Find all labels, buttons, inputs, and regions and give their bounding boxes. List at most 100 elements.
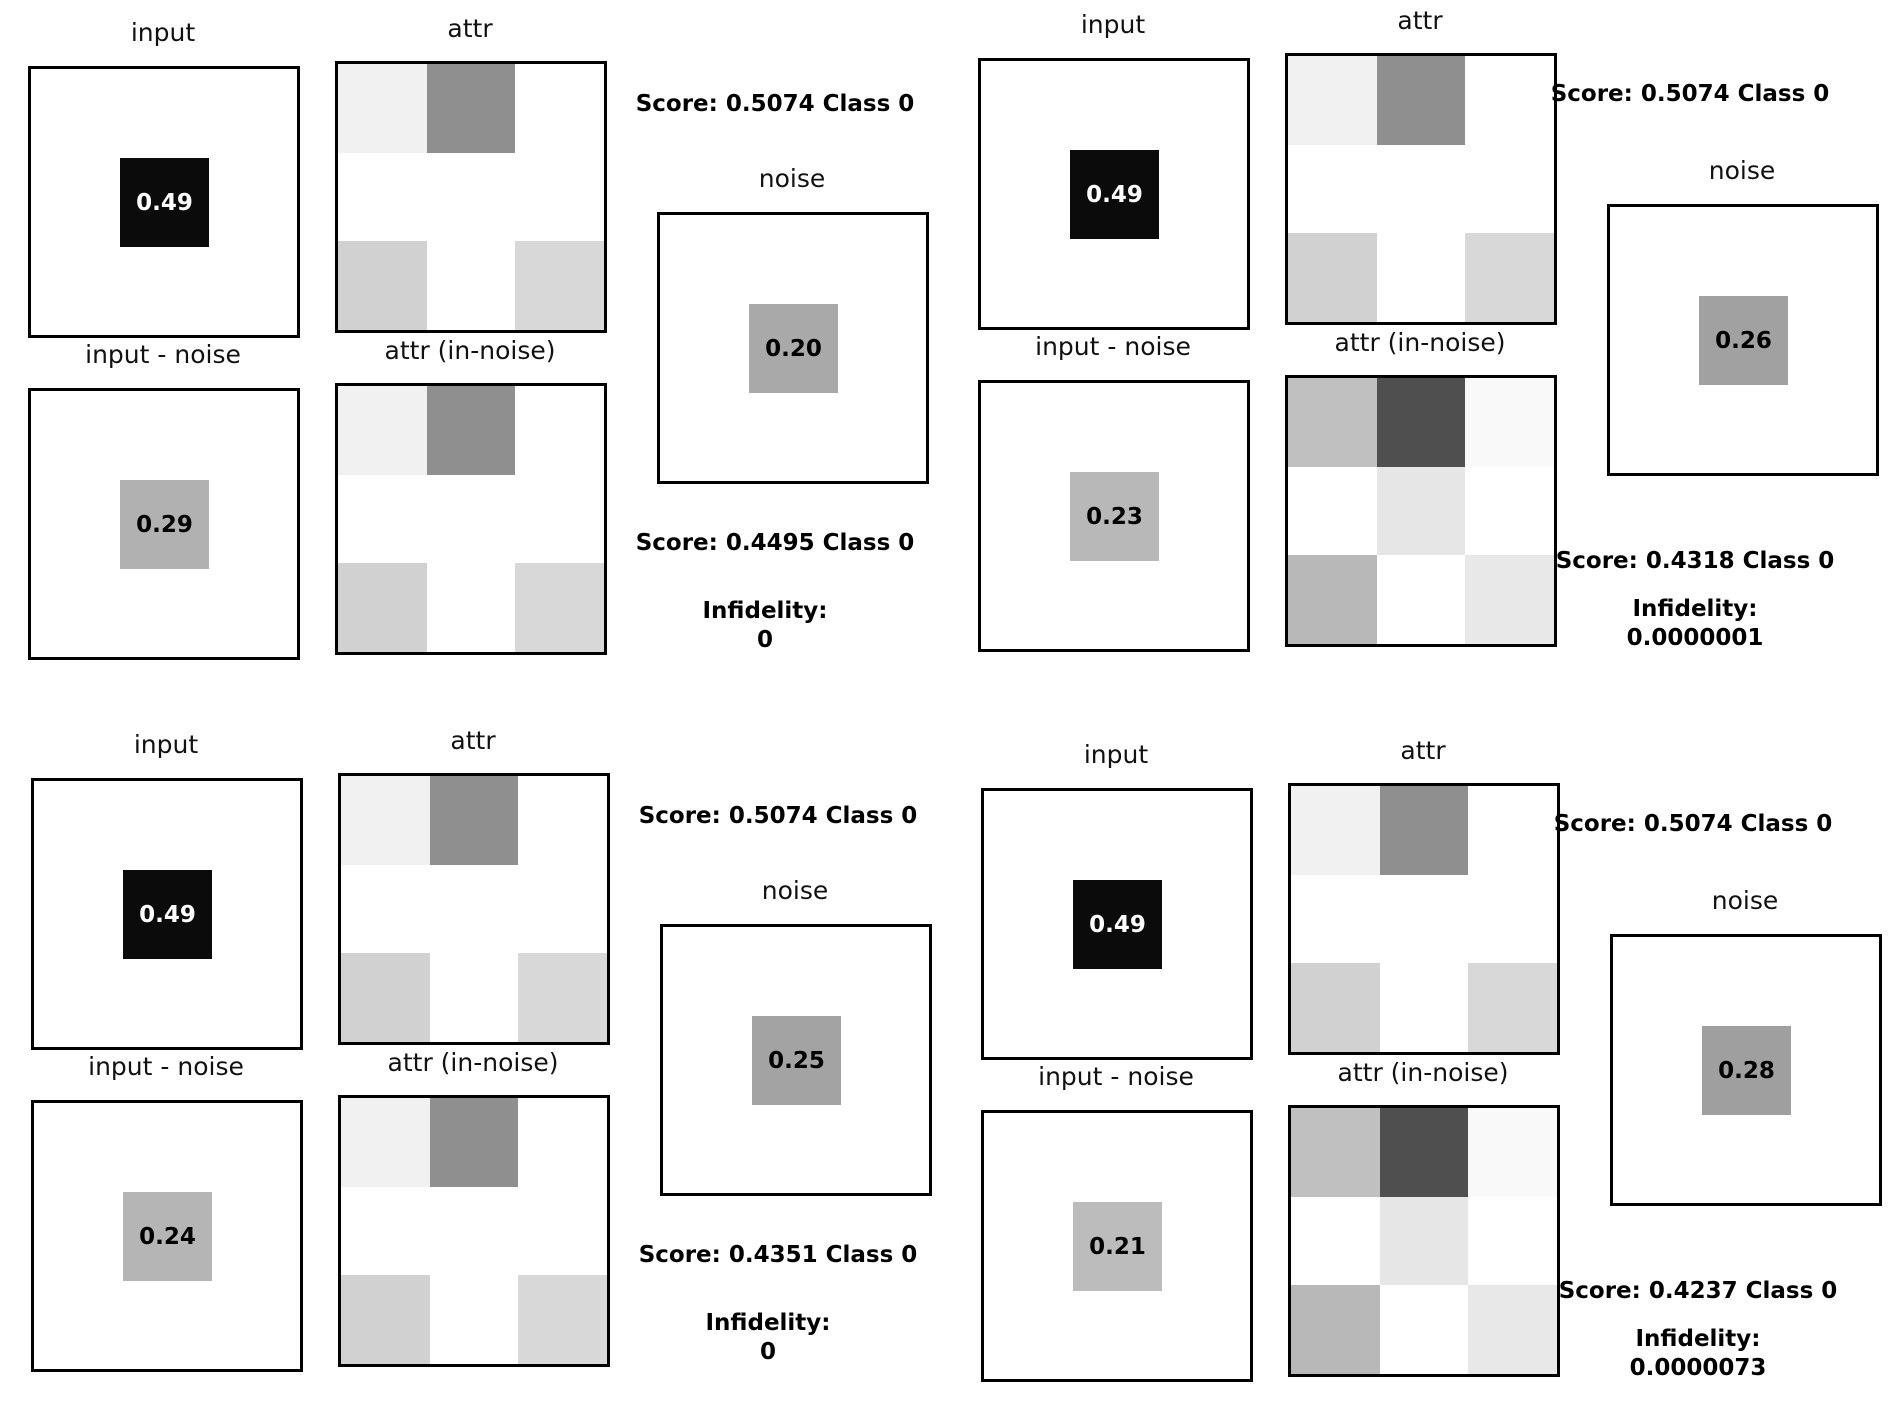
attr-in-noise-cell-6 bbox=[1288, 555, 1377, 644]
input-minus-noise-label: input - noise bbox=[85, 340, 241, 369]
input-label: input bbox=[1083, 740, 1149, 769]
attr-cell-3 bbox=[1291, 874, 1380, 964]
attr-cell-7 bbox=[1376, 233, 1466, 322]
input-minus-noise-image: 0.24 bbox=[31, 1100, 303, 1372]
attr-in-noise-cell-3 bbox=[338, 474, 427, 564]
attr-label: attr bbox=[1397, 6, 1443, 35]
attr-in-noise-heatmap bbox=[338, 1095, 610, 1367]
input-image: 0.49 bbox=[31, 778, 303, 1050]
input-minus-noise-label: input - noise bbox=[88, 1052, 244, 1081]
input-image: 0.49 bbox=[978, 58, 1250, 330]
infidelity-value: 0.0000001 bbox=[1626, 625, 1764, 651]
diff-pixel: 0.24 bbox=[123, 1192, 212, 1281]
attr-in-noise-cell-1 bbox=[429, 1098, 519, 1187]
attr-heatmap bbox=[1285, 53, 1557, 325]
attr-cell-4 bbox=[426, 152, 516, 242]
noise-pixel: 0.25 bbox=[752, 1016, 841, 1105]
attr-cell-5 bbox=[1468, 874, 1557, 964]
input-pixel: 0.49 bbox=[120, 158, 209, 247]
attr-in-noise-cell-1 bbox=[1376, 378, 1466, 467]
attr-in-noise-cell-2 bbox=[1468, 1108, 1557, 1197]
infidelity-panel-2: input 0.49 attr input - noise 0.23 attr … bbox=[950, 0, 1900, 692]
attr-in-noise-cell-1 bbox=[1379, 1108, 1469, 1197]
attr-in-noise-cell-0 bbox=[1288, 378, 1377, 467]
diff-pixel: 0.29 bbox=[120, 480, 209, 569]
attr-cell-7 bbox=[426, 241, 516, 330]
attr-in-noise-cell-6 bbox=[1291, 1285, 1380, 1374]
noise-label: noise bbox=[758, 164, 826, 193]
attr-in-noise-cell-7 bbox=[1379, 1285, 1469, 1374]
noise-label: noise bbox=[761, 876, 829, 905]
noise-image: 0.28 bbox=[1610, 934, 1882, 1206]
input-minus-noise-label: input - noise bbox=[1035, 332, 1191, 361]
attr-label: attr bbox=[447, 14, 493, 43]
attr-cell-3 bbox=[341, 864, 430, 954]
attr-cell-4 bbox=[1379, 874, 1469, 964]
infidelity-label: Infidelity: bbox=[1632, 596, 1758, 622]
attr-cell-8 bbox=[518, 953, 607, 1042]
attr-in-noise-cell-3 bbox=[341, 1186, 430, 1276]
attr-in-noise-label: attr (in-noise) bbox=[1334, 328, 1506, 357]
attr-in-noise-cell-6 bbox=[341, 1275, 430, 1364]
score-noisy: Score: 0.4318 Class 0 bbox=[1555, 548, 1835, 574]
attr-cell-5 bbox=[1465, 144, 1554, 234]
score-original: Score: 0.5074 Class 0 bbox=[635, 91, 915, 117]
infidelity-value: 0 bbox=[759, 1339, 776, 1365]
attr-cell-6 bbox=[341, 953, 430, 1042]
attr-in-noise-cell-1 bbox=[426, 386, 516, 475]
attr-in-noise-cell-4 bbox=[426, 474, 516, 564]
diff-pixel: 0.23 bbox=[1070, 472, 1159, 561]
attr-heatmap bbox=[335, 61, 607, 333]
attr-in-noise-cell-8 bbox=[1468, 1285, 1557, 1374]
attr-in-noise-cell-5 bbox=[1468, 1196, 1557, 1286]
attr-in-noise-label: attr (in-noise) bbox=[387, 1048, 559, 1077]
attr-in-noise-cell-7 bbox=[429, 1275, 519, 1364]
infidelity-panel-4: input 0.49 attr input - noise 0.21 attr … bbox=[953, 722, 1900, 1422]
input-minus-noise-image: 0.29 bbox=[28, 388, 300, 660]
attr-cell-6 bbox=[338, 241, 427, 330]
attr-label: attr bbox=[450, 726, 496, 755]
infidelity-label: Infidelity: bbox=[1635, 1326, 1761, 1352]
attr-cell-2 bbox=[1468, 786, 1557, 875]
infidelity-panel-3: input 0.49 attr input - noise 0.24 attr … bbox=[3, 712, 953, 1412]
attr-in-noise-cell-8 bbox=[518, 1275, 607, 1364]
infidelity-block: Infidelity: 0.0000001 bbox=[1540, 595, 1850, 653]
attr-in-noise-cell-0 bbox=[1291, 1108, 1380, 1197]
attr-cell-4 bbox=[1376, 144, 1466, 234]
attr-label: attr bbox=[1400, 736, 1446, 765]
attr-in-noise-cell-2 bbox=[518, 1098, 607, 1187]
attr-in-noise-cell-3 bbox=[1288, 466, 1377, 556]
attr-cell-4 bbox=[429, 864, 519, 954]
attr-in-noise-cell-7 bbox=[426, 563, 516, 652]
infidelity-block: Infidelity: 0 bbox=[610, 597, 920, 655]
input-minus-noise-image: 0.21 bbox=[981, 1110, 1253, 1382]
attr-cell-5 bbox=[518, 864, 607, 954]
input-image: 0.49 bbox=[981, 788, 1253, 1060]
attr-heatmap bbox=[338, 773, 610, 1045]
diff-pixel: 0.21 bbox=[1073, 1202, 1162, 1291]
noise-image: 0.26 bbox=[1607, 204, 1879, 476]
attr-in-noise-cell-0 bbox=[338, 386, 427, 475]
attr-in-noise-cell-7 bbox=[1376, 555, 1466, 644]
input-label: input bbox=[130, 18, 196, 47]
input-pixel: 0.49 bbox=[1073, 880, 1162, 969]
attr-in-noise-heatmap bbox=[335, 383, 607, 655]
attr-cell-2 bbox=[518, 776, 607, 865]
attr-cell-0 bbox=[1291, 786, 1380, 875]
input-label: input bbox=[133, 730, 199, 759]
score-noisy: Score: 0.4237 Class 0 bbox=[1558, 1278, 1838, 1304]
infidelity-block: Infidelity: 0.0000073 bbox=[1543, 1325, 1853, 1383]
attr-in-noise-cell-5 bbox=[515, 474, 604, 564]
attr-in-noise-cell-8 bbox=[515, 563, 604, 652]
infidelity-label: Infidelity: bbox=[702, 598, 828, 624]
input-minus-noise-image: 0.23 bbox=[978, 380, 1250, 652]
score-noisy: Score: 0.4495 Class 0 bbox=[635, 530, 915, 556]
noise-label: noise bbox=[1711, 886, 1779, 915]
attr-cell-8 bbox=[1468, 963, 1557, 1052]
attr-cell-0 bbox=[338, 64, 427, 153]
attr-cell-1 bbox=[1379, 786, 1469, 875]
attr-cell-1 bbox=[1376, 56, 1466, 145]
infidelity-block: Infidelity: 0 bbox=[613, 1309, 923, 1367]
score-original: Score: 0.5074 Class 0 bbox=[1550, 81, 1830, 107]
attr-in-noise-cell-4 bbox=[1379, 1196, 1469, 1286]
